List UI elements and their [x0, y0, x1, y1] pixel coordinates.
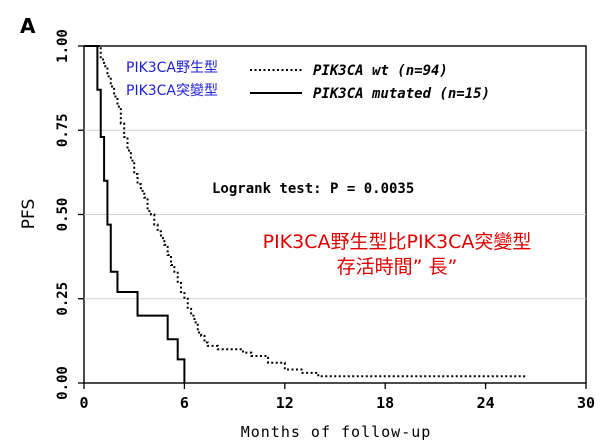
gridlines: [84, 129, 586, 300]
y-axis: 0.00 0.25 0.50 0.75 1.00: [55, 29, 84, 400]
panel-label: A: [20, 14, 36, 38]
y-axis-label: PFS: [19, 199, 39, 230]
y-tick-label: 0.25: [55, 282, 71, 316]
blue-note-mutated: PIK3CA突變型: [126, 83, 218, 99]
y-tick-label: 0.50: [55, 198, 71, 232]
blue-note-wt: PIK3CA野生型: [126, 60, 218, 76]
x-tick-label: 18: [376, 394, 394, 412]
legend-label-mutated: PIK3CA mutated (n=15): [313, 86, 490, 102]
red-note-line2: 存活時間” 長”: [337, 256, 458, 278]
red-note-line1: PIK3CA野生型比PIK3CA突變型: [263, 231, 532, 253]
curve-mutated: [84, 45, 186, 383]
legend-label-wt: PIK3CA wt (n=94): [313, 63, 448, 79]
x-tick-label: 30: [577, 394, 595, 412]
y-tick-label: 0.00: [55, 366, 71, 400]
x-tick-label: 24: [477, 394, 495, 412]
logrank-test-label: Logrank test: P = 0.0035: [212, 181, 414, 197]
y-tick-label: 0.75: [55, 113, 71, 147]
x-axis: 0 6 12 18 24 30: [79, 383, 595, 412]
x-tick-label: 12: [276, 394, 294, 412]
x-axis-label: Months of follow-up: [241, 423, 432, 441]
survival-curves: [84, 45, 526, 383]
y-tick-label: 1.00: [55, 29, 71, 63]
x-tick-label: 0: [79, 394, 88, 412]
x-tick-label: 6: [180, 394, 189, 412]
